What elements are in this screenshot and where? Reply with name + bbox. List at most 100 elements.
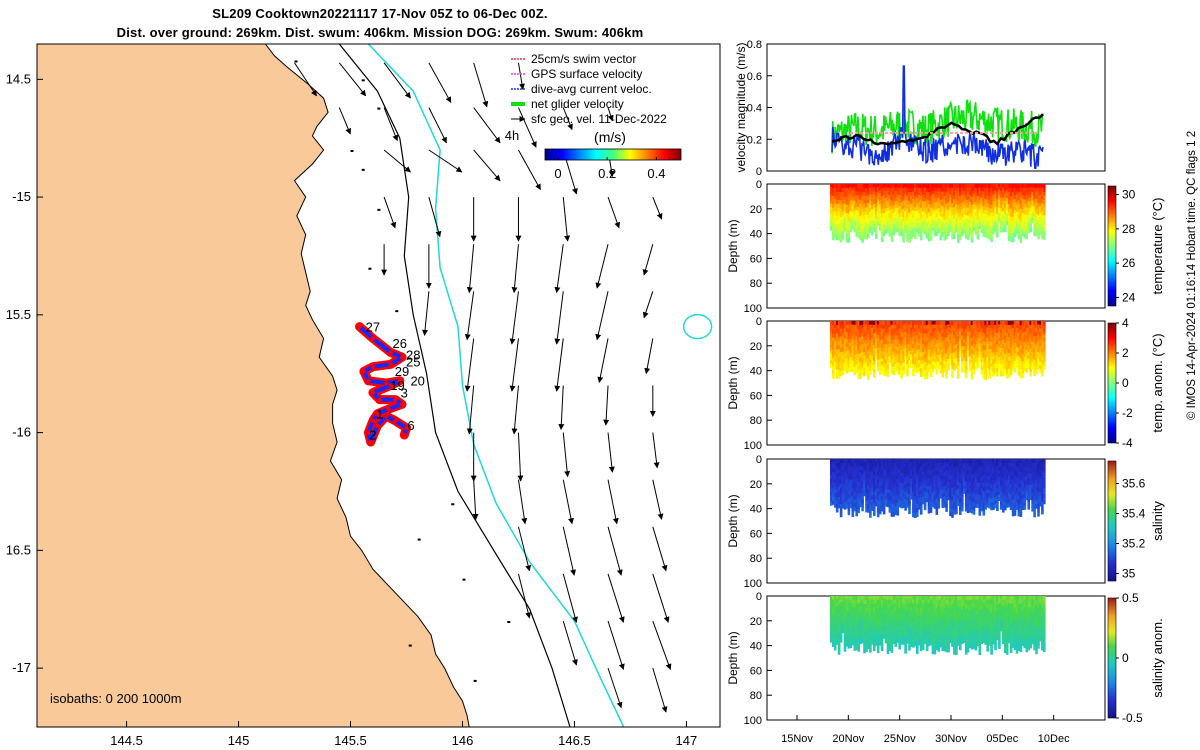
section-cell — [992, 352, 995, 357]
section-cell — [859, 479, 862, 484]
section-cell — [886, 479, 890, 484]
section-cell — [988, 184, 991, 189]
section-cell — [1031, 195, 1034, 199]
section-cell — [1041, 199, 1044, 205]
section-cell — [902, 351, 905, 356]
section-cell — [1004, 204, 1007, 209]
section-cell — [857, 481, 860, 487]
section-cell — [935, 474, 939, 480]
section-cell — [976, 234, 980, 240]
section-cell — [906, 368, 909, 373]
map-ytick-label: 15.5 — [6, 307, 31, 322]
section-cell — [962, 324, 966, 329]
section-cell — [951, 223, 954, 228]
section-cell — [908, 334, 911, 339]
section-cell — [914, 184, 917, 189]
section-cell — [1029, 201, 1032, 206]
section-cell — [1039, 194, 1042, 200]
section-cell — [904, 197, 907, 202]
section-cell — [976, 207, 980, 213]
section-cell — [865, 470, 868, 475]
section-cell — [1035, 206, 1038, 211]
section-cell — [1023, 210, 1027, 216]
section-cell — [955, 474, 958, 480]
section-cell — [974, 201, 978, 207]
section-cell — [964, 203, 968, 208]
section-cell — [998, 494, 1001, 499]
section-cell — [839, 348, 843, 353]
section-cell — [875, 199, 878, 205]
section-cell — [968, 496, 972, 502]
section-cell — [923, 498, 927, 503]
section-cell — [919, 328, 923, 334]
section-cell — [886, 228, 890, 233]
section-cell — [1023, 459, 1027, 464]
section-cell — [990, 188, 993, 193]
section-cell — [830, 203, 833, 208]
section-cell — [882, 344, 886, 349]
section-cell — [949, 184, 952, 189]
section-cell — [1004, 224, 1007, 229]
section-cell — [1025, 479, 1029, 483]
track-point — [357, 324, 362, 329]
section-cell — [1043, 334, 1046, 339]
section-cell — [863, 187, 866, 193]
section-cell — [882, 328, 886, 334]
section-cell — [1011, 479, 1015, 484]
section-cell — [1035, 469, 1038, 474]
section-cell — [959, 191, 962, 197]
section-cell — [988, 462, 991, 467]
section-cell — [910, 484, 913, 489]
section-ylabel: Depth (m) — [726, 356, 740, 409]
section-cell — [976, 483, 980, 488]
section-ytick-label: 40 — [750, 229, 762, 241]
section-cell — [972, 354, 976, 360]
section-cell — [921, 184, 925, 189]
track-point — [370, 418, 376, 424]
section-cell — [996, 184, 999, 189]
section-cell — [871, 231, 874, 236]
section-cell — [873, 360, 876, 366]
section-cell — [894, 335, 898, 340]
section-cell — [1007, 224, 1011, 229]
section-cell — [962, 461, 966, 465]
section-cell — [900, 472, 903, 478]
section-cell — [886, 214, 890, 219]
section-cell — [843, 363, 847, 368]
section-cell — [904, 214, 907, 219]
section-cell — [833, 229, 837, 235]
section-cell — [1043, 365, 1046, 370]
section-cell — [1025, 219, 1029, 224]
section-cell — [853, 355, 857, 360]
section-cell — [974, 489, 978, 495]
section-cell — [835, 203, 839, 209]
section-cell — [1002, 359, 1005, 365]
section-cell — [857, 337, 860, 343]
section-cell — [1015, 353, 1019, 358]
section-cell — [1013, 339, 1017, 344]
section-cell — [833, 465, 837, 471]
section-cell — [1013, 350, 1017, 355]
section-cell — [1000, 211, 1003, 216]
section-cell — [839, 221, 843, 226]
track-point — [388, 350, 394, 355]
section-cell — [996, 340, 999, 346]
section-cell — [847, 184, 851, 189]
section-cell — [929, 466, 933, 472]
section-cell — [921, 228, 925, 233]
section-cell — [1027, 334, 1030, 339]
section-cell — [863, 336, 866, 342]
section-cell — [869, 324, 872, 330]
section-cell — [882, 482, 886, 488]
section-cell — [1027, 187, 1030, 192]
section-cell — [880, 220, 884, 226]
section-cell — [1002, 470, 1005, 475]
reef-island — [361, 168, 365, 171]
section-cell — [919, 470, 923, 476]
section-cell — [873, 479, 876, 484]
section-cell — [908, 225, 911, 231]
section-cell — [937, 354, 941, 360]
section-cell — [869, 340, 872, 345]
section-cell — [906, 236, 909, 242]
section-cell — [935, 332, 939, 337]
